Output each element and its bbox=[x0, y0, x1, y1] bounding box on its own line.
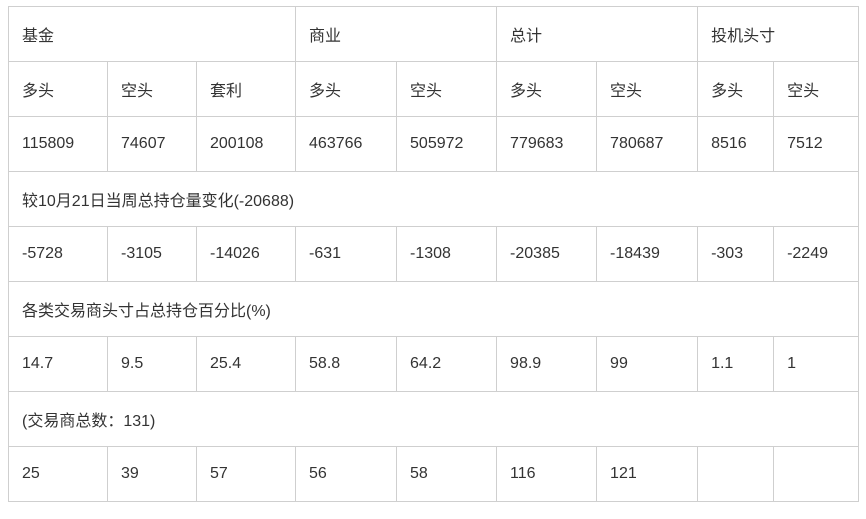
table-cell: 56 bbox=[295, 446, 398, 502]
table-cell: 1 bbox=[773, 336, 860, 392]
table-cell: 多头 bbox=[8, 61, 108, 117]
header-speculative: 投机头寸 bbox=[697, 6, 860, 62]
subheader-row: 多头 空头 套利 多头 空头 多头 空头 多头 空头 bbox=[8, 61, 860, 117]
table-cell: 空头 bbox=[773, 61, 860, 117]
header-commercial: 商业 bbox=[295, 6, 498, 62]
table-cell: 200108 bbox=[195, 116, 297, 172]
table-cell: -3105 bbox=[107, 226, 197, 282]
table-cell: 9.5 bbox=[107, 336, 197, 392]
table-cell: -18439 bbox=[596, 226, 699, 282]
table-cell: 57 bbox=[195, 446, 297, 502]
table-cell: 套利 bbox=[195, 61, 297, 117]
table-cell: 463766 bbox=[295, 116, 398, 172]
group-header-row: 基金 商业 总计 投机头寸 bbox=[7, 6, 860, 62]
table-cell: 780687 bbox=[596, 116, 699, 172]
traders-row: 25 39 57 56 58 116 121 bbox=[8, 446, 860, 502]
table-cell: 58.8 bbox=[295, 336, 398, 392]
cot-positions-table: 基金 商业 总计 投机头寸 多头 空头 套利 多头 空头 多头 空头 多头 空头 115809 7… bbox=[7, 6, 860, 502]
header-total: 总计 bbox=[496, 6, 699, 62]
table-cell: 116 bbox=[496, 446, 598, 502]
table-cell: -303 bbox=[697, 226, 775, 282]
table-cell: -2249 bbox=[773, 226, 860, 282]
table-cell: 64.2 bbox=[396, 336, 498, 392]
table-cell: 多头 bbox=[295, 61, 398, 117]
table-cell: -5728 bbox=[8, 226, 108, 282]
percent-title: 各类交易商头寸占总持仓百分比(%) bbox=[7, 281, 860, 337]
table-cell: 8516 bbox=[697, 116, 775, 172]
table-cell: 多头 bbox=[697, 61, 775, 117]
table-cell: 空头 bbox=[396, 61, 498, 117]
table-cell: 空头 bbox=[107, 61, 197, 117]
change-title-row: 较10月21日当周总持仓量变化(-20688) bbox=[7, 171, 860, 227]
change-title: 较10月21日当周总持仓量变化(-20688) bbox=[7, 171, 860, 227]
table-cell: 115809 bbox=[8, 116, 108, 172]
table-cell: -20385 bbox=[496, 226, 598, 282]
table-cell: 74607 bbox=[107, 116, 197, 172]
table-cell: 505972 bbox=[396, 116, 498, 172]
table-cell: -631 bbox=[295, 226, 398, 282]
table-cell: 7512 bbox=[773, 116, 860, 172]
table-cell: 121 bbox=[596, 446, 699, 502]
table-cell: 779683 bbox=[496, 116, 598, 172]
traders-title-row: (交易商总数：131) bbox=[7, 391, 860, 447]
positions-row: 115809 74607 200108 463766 505972 779683 78068… bbox=[8, 116, 860, 172]
header-fund: 基金 bbox=[7, 6, 297, 62]
table-cell: 25 bbox=[8, 446, 108, 502]
table-cell: 1.1 bbox=[697, 336, 775, 392]
changes-row: -5728 -3105 -14026 -631 -1308 -20385 -18439 -30… bbox=[8, 226, 860, 282]
table-cell: 39 bbox=[107, 446, 197, 502]
percent-title-row: 各类交易商头寸占总持仓百分比(%) bbox=[7, 281, 860, 337]
percents-row: 14.7 9.5 25.4 58.8 64.2 98.9 99 1.1 1 bbox=[8, 336, 860, 392]
table-cell: 25.4 bbox=[195, 336, 297, 392]
table-cell: -14026 bbox=[195, 226, 297, 282]
table-cell bbox=[773, 446, 860, 502]
table-cell: 14.7 bbox=[8, 336, 108, 392]
table-cell: 多头 bbox=[496, 61, 598, 117]
table-cell: 58 bbox=[396, 446, 498, 502]
table-cell: 空头 bbox=[596, 61, 699, 117]
table-cell bbox=[697, 446, 775, 502]
table-cell: 99 bbox=[596, 336, 699, 392]
table-cell: 98.9 bbox=[496, 336, 598, 392]
table-cell: -1308 bbox=[396, 226, 498, 282]
traders-title: (交易商总数：131) bbox=[7, 391, 860, 447]
